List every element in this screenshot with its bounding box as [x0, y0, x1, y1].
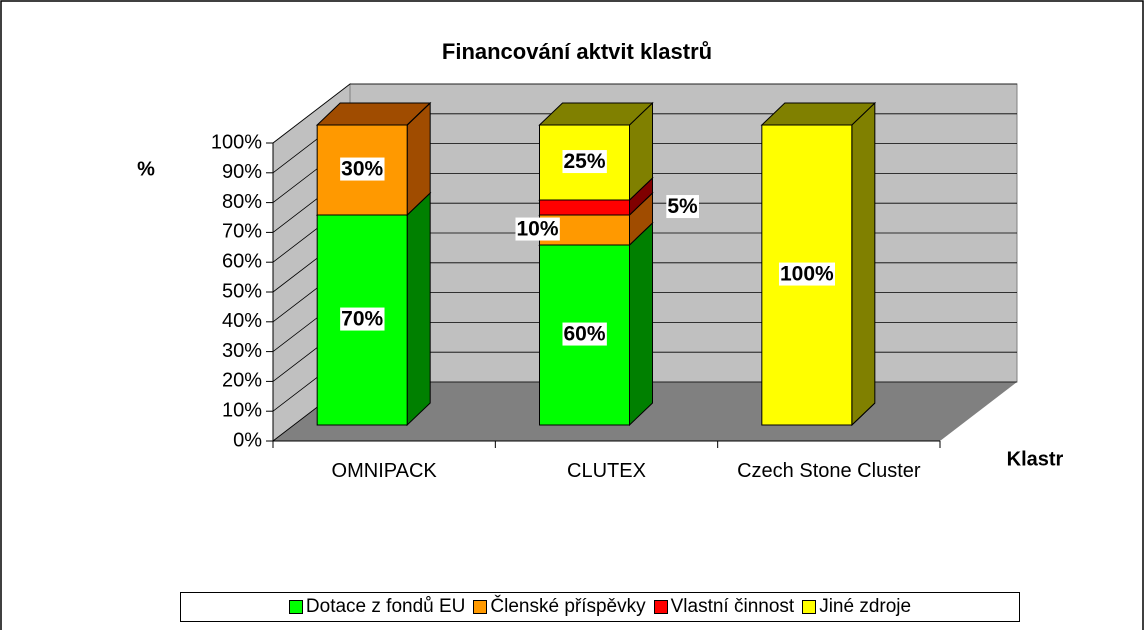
bar-side — [406, 191, 431, 427]
legend: Dotace z fondů EU Členské příspěvky Vlastn… — [180, 592, 1020, 622]
value-label: 60% — [563, 323, 605, 346]
value-label-bg — [562, 150, 607, 174]
value-label-bg — [340, 157, 385, 181]
y-tick-label: 90% — [222, 161, 262, 183]
value-label-bg — [515, 217, 560, 241]
value-label-bg — [562, 322, 607, 346]
value-label-group: 60% — [562, 322, 607, 346]
legend-swatch — [802, 600, 817, 614]
y-tick-label: 40% — [222, 310, 262, 332]
x-axis-label: Klastr — [1007, 448, 1064, 470]
value-label-group: 10% — [515, 217, 560, 241]
y-tick-label: 30% — [222, 340, 262, 362]
legend-label: Vlastní činnost — [670, 596, 795, 617]
y-tick-label: 80% — [222, 191, 262, 213]
y-tick-label: 60% — [222, 250, 262, 272]
legend-label: Členské příspěvky — [490, 596, 646, 617]
legend-item: Členské příspěvky — [473, 596, 646, 618]
legend-item: Dotace z fondů EU — [288, 596, 466, 618]
value-label: 100% — [780, 263, 834, 286]
value-label: 5% — [667, 195, 698, 218]
x-tick-label: OMNIPACK — [331, 460, 437, 482]
y-axis-label: % — [137, 158, 155, 180]
chart-title: Financování aktvit klastrů — [442, 39, 712, 64]
value-label: 25% — [563, 150, 605, 173]
x-tick-label: Czech Stone Cluster — [737, 460, 921, 482]
value-label-bg — [778, 262, 836, 286]
legend-item: Vlastní činnost — [653, 596, 795, 618]
grid-line — [272, 83, 1017, 144]
bar-side — [851, 101, 876, 427]
value-label-bg — [666, 195, 699, 219]
bar-side — [406, 102, 431, 126]
y-tick-label: 100% — [211, 131, 262, 153]
legend-swatch — [473, 600, 488, 614]
y-tick-label: 10% — [222, 399, 262, 421]
value-label-group: 25% — [562, 150, 607, 174]
y-tick-label: 70% — [222, 221, 262, 243]
bar-side — [629, 221, 653, 427]
value-label-group: 30% — [340, 157, 385, 181]
value-label: 10% — [516, 218, 558, 241]
value-label-bg — [340, 307, 385, 331]
value-label: 70% — [341, 308, 383, 331]
value-label-group: 70% — [340, 307, 385, 331]
y-tick-label: 20% — [222, 370, 262, 392]
y-tick-label: 0% — [233, 429, 262, 451]
y-tick-label: 50% — [222, 280, 262, 302]
value-label: 30% — [341, 158, 383, 181]
legend-item: Jiné zdroje — [802, 596, 911, 618]
legend-label: Jiné zdroje — [819, 596, 912, 617]
value-label-group: 5% — [666, 195, 699, 219]
legend-swatch — [653, 600, 668, 614]
legend-swatch — [288, 600, 303, 614]
legend-label: Dotace z fondů EU — [305, 596, 466, 617]
x-tick-label: CLUTEX — [567, 460, 646, 482]
value-label-group: 100% — [778, 262, 836, 286]
bar — [539, 199, 630, 216]
